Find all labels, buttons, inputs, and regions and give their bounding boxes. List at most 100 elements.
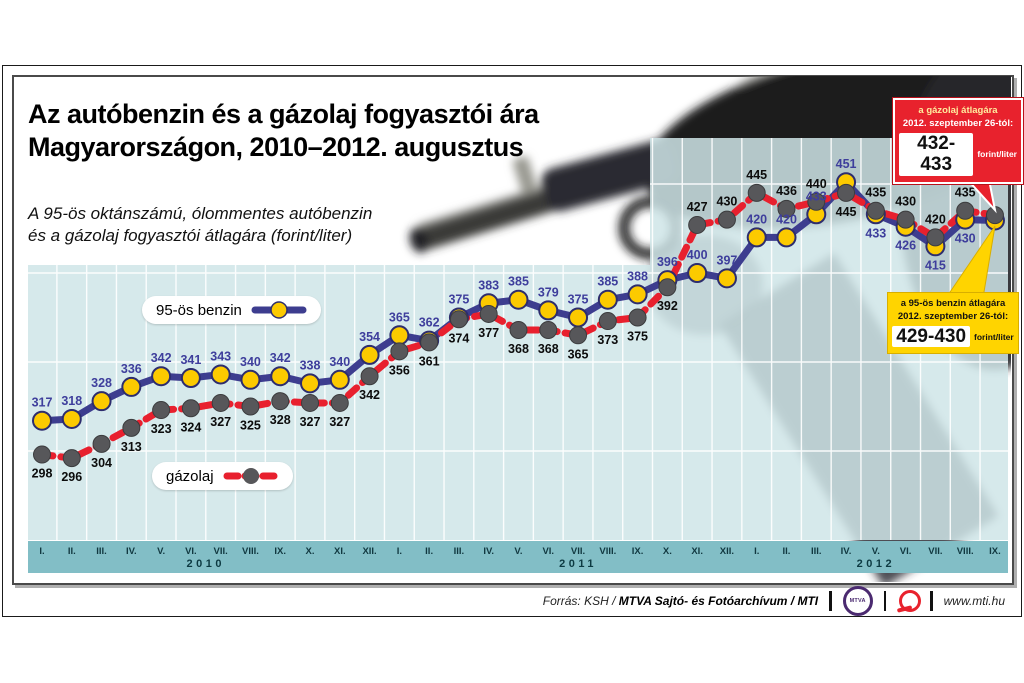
month-tick-label: V. [872,546,880,557]
data-point-gazolaj [747,183,766,202]
footer: Forrás: KSH / MTVA Sajtó- és Fotóarchívu… [543,586,1005,616]
callout-diesel-line2: 2012. szeptember 26-tól: [902,117,1014,129]
month-tick-label: V. [157,546,165,557]
mti-logo-icon [896,590,922,613]
value-label-benzin: 338 [300,358,321,372]
subtitle-line-2: és a gázolaj fogyasztói átlagára (forint… [28,226,353,246]
mtva-logo-icon: MTVA [842,586,873,616]
month-tick-label: III. [811,546,822,557]
data-point-gazolaj [837,183,856,202]
month-tick-label: VI. [185,546,197,557]
month-tick-label: I. [39,546,44,557]
value-label-gazolaj: 375 [627,330,648,344]
data-point-gazolaj [688,215,707,234]
data-point-gazolaj [62,449,81,468]
month-tick-label: X. [663,546,672,557]
data-point-benzin [91,391,112,412]
value-label-benzin: 343 [210,349,231,363]
value-label-gazolaj: 368 [538,342,559,356]
value-label-gazolaj: 445 [746,168,767,182]
data-point-benzin [329,369,350,390]
month-tick-label: VI. [542,546,554,557]
data-point-benzin [151,366,172,387]
data-point-gazolaj [33,445,51,464]
value-label-gazolaj: 374 [448,331,469,345]
data-point-gazolaj [301,393,320,412]
value-label-gazolaj: 445 [836,205,857,219]
website-url: www.mti.hu [943,594,1005,608]
data-point-benzin [300,373,321,394]
data-point-benzin [716,268,737,289]
callout-benzin-unit: forint/liter [974,331,1014,342]
source-credit: Forrás: KSH / MTVA Sajtó- és Fotóarchívu… [543,594,818,608]
footer-divider [883,591,887,611]
value-label-benzin: 354 [359,330,380,344]
data-point-gazolaj [777,199,796,218]
source-bold: MTVA Sajtó- és Fotóarchívum / MTI [618,594,819,608]
callout-benzin-price: a 95-ös benzin átlagára 2012. szeptember… [888,293,1018,354]
value-label-gazolaj: 361 [419,354,440,368]
value-label-benzin: 420 [776,212,797,226]
month-tick-label: IV. [841,546,852,557]
month-tick-label: I. [754,546,759,557]
month-tick-label: VII. [214,546,228,557]
month-tick-label: VI. [900,546,912,557]
month-tick-label: IV. [126,546,137,557]
month-tick-label: III. [454,546,465,557]
month-tick-label: XII. [720,546,734,557]
data-point-benzin [359,344,380,365]
month-tick-label: VIII. [957,546,974,557]
page-title: Az autóbenzin és a gázolaj fogyasztói ár… [28,98,539,164]
data-point-gazolaj [956,201,975,220]
data-point-gazolaj [926,228,945,247]
month-tick-label: VII. [571,546,585,557]
data-point-gazolaj [866,201,885,220]
data-point-gazolaj [211,393,230,412]
month-tick-label: III. [96,546,107,557]
value-label-benzin: 433 [865,226,886,240]
value-label-benzin: 397 [717,253,738,267]
value-label-benzin: 383 [478,278,499,292]
value-label-benzin: 340 [329,355,350,369]
data-point-benzin [210,364,231,385]
month-tick-label: V. [514,546,522,557]
month-tick-label: IX. [989,546,1001,557]
data-point-gazolaj [539,320,558,339]
value-label-gazolaj: 342 [359,388,380,402]
data-point-gazolaj [807,192,826,211]
data-point-benzin [180,368,201,389]
value-label-benzin: 388 [627,269,648,283]
footer-divider [930,591,933,611]
value-label-gazolaj: 377 [478,326,499,340]
data-point-gazolaj [360,367,379,386]
data-point-gazolaj [896,210,915,229]
month-tick-label: I. [397,546,402,557]
gazolaj-line-swatch-icon [223,468,279,484]
month-tick-label: VII. [928,546,942,557]
year-label: 2012 [857,558,895,570]
value-label-gazolaj: 356 [389,363,410,377]
data-point-benzin [508,289,529,310]
value-label-benzin: 396 [657,255,678,269]
data-point-benzin [776,227,797,248]
data-point-benzin [687,263,708,283]
footer-divider [829,591,832,611]
value-label-benzin: 400 [687,248,708,262]
year-label: 2010 [187,558,225,570]
data-point-gazolaj [658,278,677,297]
data-point-benzin [270,366,291,387]
title-line-1: Az autóbenzin és a gázolaj fogyasztói ár… [28,99,539,129]
data-point-gazolaj [181,399,200,418]
data-point-gazolaj [569,326,588,345]
value-label-benzin: 420 [746,212,767,226]
value-label-gazolaj: 435 [865,186,886,200]
month-tick-label: XII. [362,546,376,557]
callout-diesel-unit: forint/liter [977,149,1017,160]
source-prefix: Forrás: KSH / [542,594,619,608]
month-tick-label: II. [425,546,433,557]
month-tick-label: VIII. [242,546,259,557]
value-label-benzin: 365 [389,310,410,324]
value-label-benzin: 426 [895,239,916,253]
x-axis-band [28,541,1008,573]
data-point-gazolaj [628,308,647,327]
